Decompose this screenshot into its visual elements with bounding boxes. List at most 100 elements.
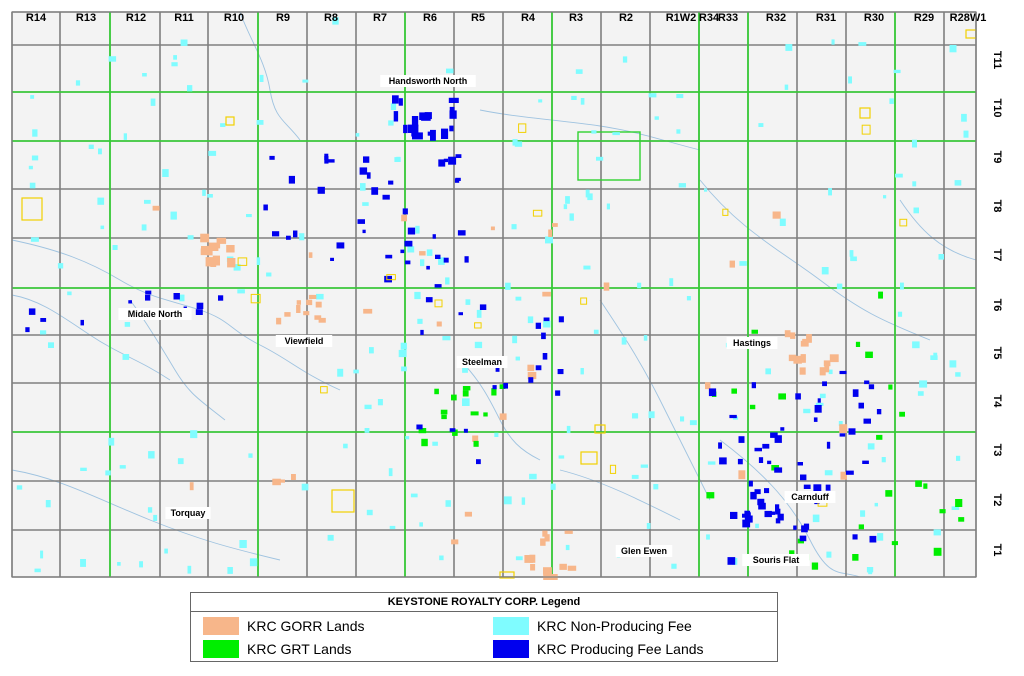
non-producing-fee-parcel xyxy=(419,522,423,527)
non-producing-fee-parcel xyxy=(34,568,41,573)
non-producing-fee-parcel xyxy=(227,567,233,574)
non-producing-fee-parcel xyxy=(954,180,962,186)
township-label: T8 xyxy=(991,200,1003,213)
grt-parcel xyxy=(441,414,447,420)
gorr-parcel xyxy=(800,354,806,363)
river-line xyxy=(699,179,931,341)
producing-fee-parcel xyxy=(858,402,864,409)
producing-fee-parcel xyxy=(774,467,783,473)
non-producing-fee-parcel xyxy=(689,420,697,426)
non-producing-fee-parcel xyxy=(40,550,44,559)
gorr-parcel xyxy=(306,299,313,306)
producing-fee-parcel xyxy=(173,293,180,300)
legend-label-producing-fee: KRC Producing Fee Lands xyxy=(537,641,704,657)
non-producing-fee-parcel xyxy=(563,204,568,210)
producing-fee-parcel xyxy=(852,389,859,397)
gorr-parcel xyxy=(226,245,235,253)
area-label: Hastings xyxy=(733,338,771,348)
producing-fee-parcel xyxy=(430,129,436,141)
producing-fee-parcel xyxy=(359,167,368,175)
gorr-parcel xyxy=(200,233,210,243)
non-producing-fee-parcel xyxy=(75,80,81,86)
producing-fee-parcel xyxy=(793,525,797,530)
producing-fee-parcel xyxy=(363,156,370,163)
non-producing-fee-parcel xyxy=(545,236,553,244)
non-producing-fee-parcel xyxy=(239,540,247,548)
grt-parcel xyxy=(891,541,898,546)
producing-fee-parcel xyxy=(758,457,764,463)
producing-fee-parcel xyxy=(382,194,390,200)
non-producing-fee-parcel xyxy=(100,225,105,230)
non-producing-fee-parcel xyxy=(889,98,894,104)
non-producing-fee-parcel xyxy=(415,225,420,234)
grt-parcel xyxy=(470,411,479,416)
grt-parcel xyxy=(885,490,893,497)
producing-fee-parcel xyxy=(128,300,132,304)
outlined-area xyxy=(386,274,396,281)
grt-parcel xyxy=(858,524,864,530)
non-producing-fee-parcel xyxy=(332,17,339,25)
producing-fee-parcel xyxy=(411,116,419,127)
grt-parcel xyxy=(473,440,479,447)
grt-parcel xyxy=(440,409,448,415)
non-producing-fee-parcel xyxy=(122,354,130,360)
township-label: T3 xyxy=(991,444,1003,457)
non-producing-fee-parcel xyxy=(874,502,878,507)
non-producing-fee-parcel xyxy=(190,430,198,439)
gorr-parcel xyxy=(738,470,746,480)
map-frame xyxy=(11,11,977,578)
producing-fee-parcel xyxy=(443,158,448,163)
range-label: R29 xyxy=(914,12,934,24)
non-producing-fee-parcel xyxy=(88,144,94,149)
non-producing-fee-parcel xyxy=(360,183,366,191)
non-producing-fee-parcel xyxy=(80,467,87,471)
producing-fee-parcel xyxy=(449,428,456,432)
producing-fee-parcel xyxy=(195,309,203,315)
outlined-area xyxy=(861,124,871,135)
gorr-parcel xyxy=(227,258,236,268)
grt-parcel xyxy=(811,562,819,570)
area-label: Viewfield xyxy=(285,336,324,346)
gorr-parcel xyxy=(318,317,326,323)
producing-fee-parcel xyxy=(774,435,782,443)
non-producing-fee-parcel xyxy=(171,62,178,67)
non-producing-fee-parcel xyxy=(410,493,418,498)
non-producing-fee-parcel xyxy=(301,483,309,491)
producing-fee-parcel xyxy=(449,125,454,132)
area-label-background xyxy=(742,554,810,566)
producing-fee-parcel xyxy=(799,535,807,542)
producing-fee-parcel xyxy=(402,208,408,215)
range-label: R6 xyxy=(423,12,437,24)
township-label: T10 xyxy=(991,99,1003,118)
producing-fee-parcel xyxy=(862,460,869,464)
non-producing-fee-parcel xyxy=(180,39,188,46)
non-producing-fee-parcel xyxy=(587,193,593,201)
area-label: Glen Ewen xyxy=(621,546,667,556)
non-producing-fee-parcel xyxy=(680,416,685,422)
gorr-parcel xyxy=(772,211,781,219)
non-producing-fee-parcel xyxy=(112,245,118,250)
non-producing-fee-parcel xyxy=(569,213,574,221)
non-producing-fee-parcel xyxy=(669,278,674,287)
non-producing-fee-parcel xyxy=(390,103,397,110)
grt-parcel xyxy=(876,434,883,440)
producing-fee-parcel xyxy=(764,488,770,494)
non-producing-fee-parcel xyxy=(98,148,102,155)
non-producing-fee-parcel xyxy=(417,318,423,324)
gorr-parcel xyxy=(544,534,550,542)
non-producing-fee-parcel xyxy=(632,413,639,419)
range-label: R9 xyxy=(276,12,290,24)
range-label: R3 xyxy=(569,12,583,24)
producing-fee-parcel xyxy=(385,254,393,259)
range-label: R7 xyxy=(373,12,387,24)
area-label-background xyxy=(380,75,476,87)
grt-parcel xyxy=(434,388,439,395)
non-producing-fee-parcel xyxy=(377,399,383,406)
producing-fee-parcel xyxy=(775,518,781,524)
producing-fee-parcel xyxy=(803,484,811,489)
non-producing-fee-parcel xyxy=(949,45,957,53)
non-producing-fee-parcel xyxy=(362,202,369,206)
map-background xyxy=(12,12,976,577)
non-producing-fee-parcel xyxy=(912,139,917,148)
non-producing-fee-parcel xyxy=(465,299,471,305)
